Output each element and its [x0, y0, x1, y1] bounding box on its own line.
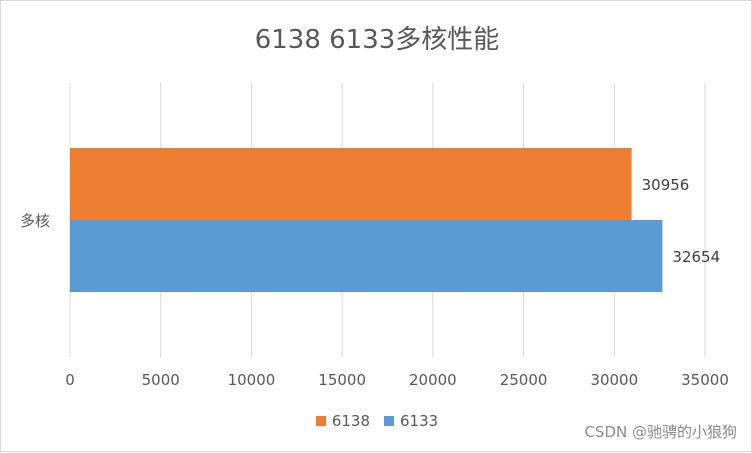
x-tick-label: 35000 [681, 371, 729, 389]
bar-6138 [70, 148, 632, 220]
x-tick-label: 20000 [409, 371, 457, 389]
legend-label-6138: 6138 [331, 412, 370, 430]
legend: 6138 6133 [1, 412, 752, 430]
chart-title: 6138 6133多核性能 [254, 25, 500, 55]
x-tick-labels: 0 5000 10000 15000 20000 25000 30000 35000 [65, 371, 729, 389]
category-label: 多核 [20, 212, 50, 230]
data-label-6133: 32654 [672, 248, 720, 266]
x-tick-label: 10000 [228, 371, 276, 389]
legend-label-6133: 6133 [400, 412, 439, 430]
legend-item-6133: 6133 [384, 412, 438, 430]
x-tick-label: 25000 [500, 371, 548, 389]
x-tick-label: 0 [65, 371, 75, 389]
bar-6133 [70, 220, 663, 292]
x-tick-label: 15000 [318, 371, 366, 389]
bars [70, 148, 663, 292]
category-labels: 多核 [20, 212, 50, 230]
legend-swatch-6133 [384, 416, 394, 426]
data-label-6138: 30956 [642, 176, 690, 194]
x-tick-label: 5000 [142, 371, 180, 389]
legend-item-6138: 6138 [315, 412, 370, 430]
watermark: CSDN @驰骋的小狼狗 [584, 423, 737, 441]
data-labels: 30956 32654 [642, 176, 721, 266]
legend-swatch-6138 [315, 416, 326, 426]
x-tick-label: 30000 [590, 371, 638, 389]
